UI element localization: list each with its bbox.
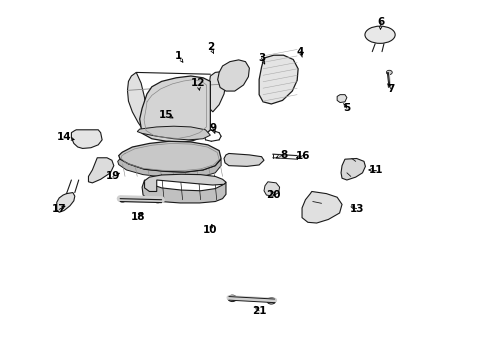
Text: 4: 4 [296, 46, 304, 57]
Text: 13: 13 [349, 204, 363, 214]
Text: 17: 17 [52, 204, 66, 215]
Text: 2: 2 [206, 42, 214, 52]
Polygon shape [71, 130, 102, 148]
Polygon shape [140, 76, 210, 142]
Text: 9: 9 [209, 123, 216, 133]
Polygon shape [208, 72, 225, 112]
Text: 5: 5 [343, 103, 350, 113]
Polygon shape [340, 158, 365, 180]
Text: 19: 19 [105, 171, 120, 181]
Polygon shape [137, 126, 210, 140]
Polygon shape [336, 95, 346, 103]
Polygon shape [259, 55, 298, 104]
Circle shape [266, 298, 275, 304]
Text: 3: 3 [257, 53, 264, 63]
Polygon shape [224, 153, 264, 166]
Circle shape [227, 295, 236, 302]
Circle shape [167, 118, 173, 122]
Text: 21: 21 [251, 306, 266, 316]
Text: 14: 14 [57, 132, 71, 142]
Text: 1: 1 [175, 51, 182, 61]
Circle shape [231, 297, 236, 300]
Circle shape [155, 199, 160, 203]
Polygon shape [144, 174, 225, 192]
Circle shape [267, 299, 272, 303]
Text: 10: 10 [203, 225, 217, 235]
Circle shape [386, 70, 391, 75]
Circle shape [78, 137, 87, 144]
Polygon shape [217, 60, 249, 91]
Text: 7: 7 [386, 84, 394, 94]
Text: 6: 6 [377, 17, 384, 27]
Polygon shape [118, 158, 221, 178]
Text: 8: 8 [279, 150, 286, 160]
Text: 18: 18 [131, 212, 145, 221]
Ellipse shape [364, 26, 394, 43]
Polygon shape [264, 182, 279, 196]
Text: 11: 11 [368, 165, 383, 175]
Circle shape [346, 165, 354, 170]
Polygon shape [119, 141, 221, 172]
Polygon shape [302, 192, 341, 223]
Text: 20: 20 [266, 190, 281, 200]
Polygon shape [142, 180, 225, 203]
Polygon shape [127, 72, 146, 130]
Polygon shape [57, 193, 75, 212]
Text: 16: 16 [295, 150, 309, 161]
Text: 12: 12 [190, 78, 205, 88]
Polygon shape [88, 158, 114, 183]
Text: 15: 15 [159, 110, 173, 120]
Circle shape [120, 198, 125, 202]
